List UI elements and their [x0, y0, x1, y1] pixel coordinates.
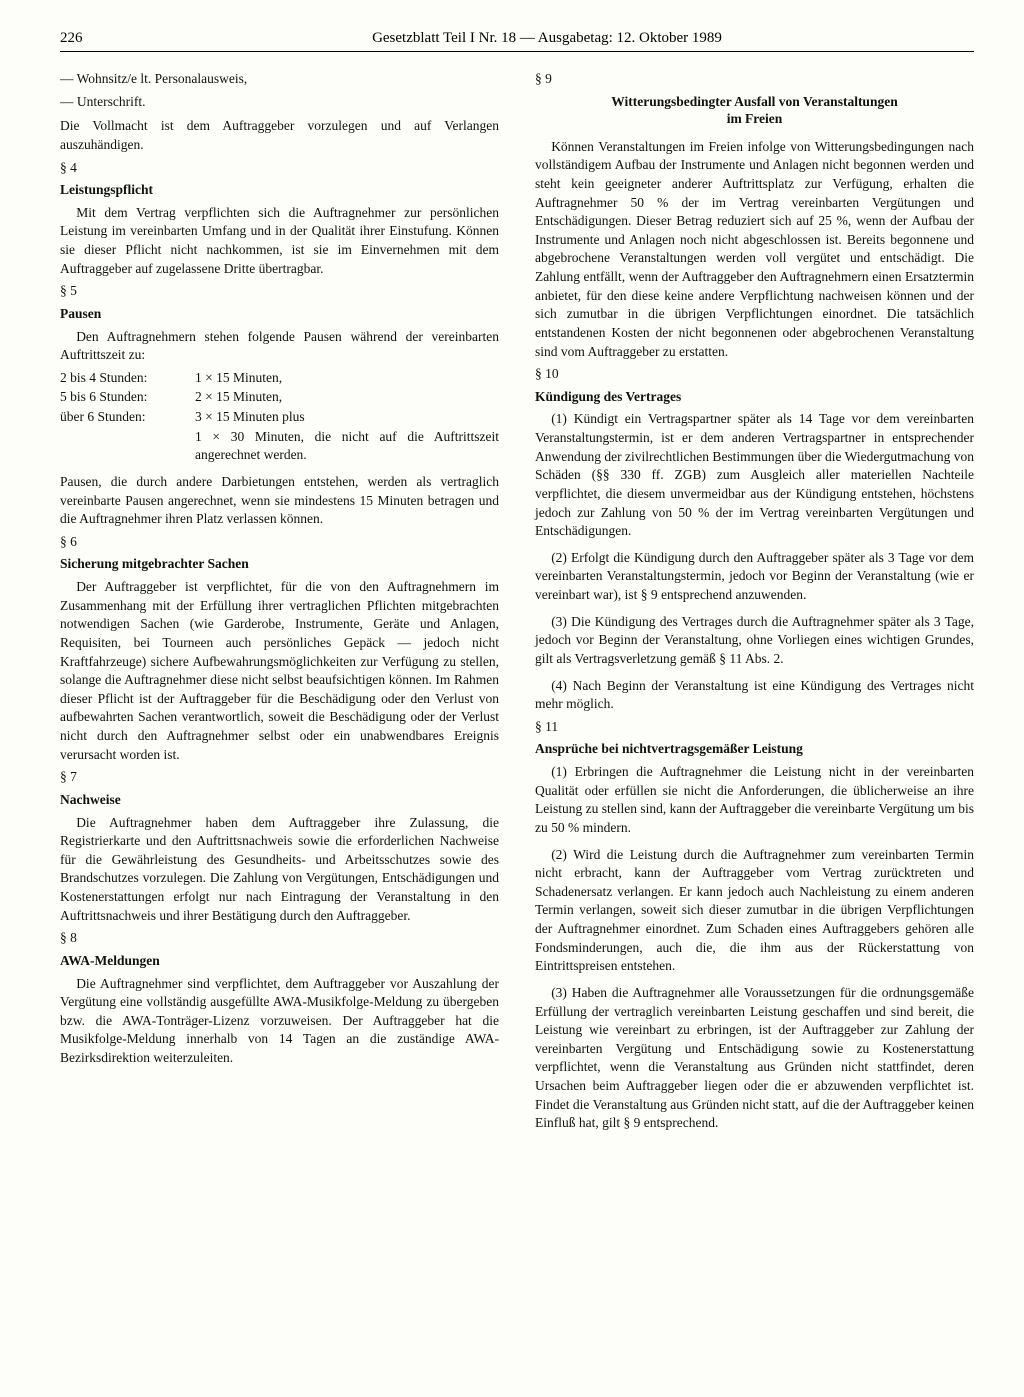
pause-duration: über 6 Stunden: [60, 408, 195, 427]
numbered-paragraph: (3) Haben die Auftragnehmer alle Vorauss… [535, 984, 974, 1133]
pause-duration: 5 bis 6 Stunden: [60, 388, 195, 407]
pause-duration: 2 bis 4 Stunden: [60, 369, 195, 388]
pause-value: 1 × 15 Minuten, [195, 369, 499, 388]
table-row: 5 bis 6 Stunden: 2 × 15 Minuten, [60, 388, 499, 407]
right-column: § 9 Witterungsbedingter Ausfall von Vera… [535, 70, 974, 1137]
section-body: Die Auftragnehmer haben dem Auftraggeber… [60, 814, 499, 926]
pause-table: 2 bis 4 Stunden: 1 × 15 Minuten, 5 bis 6… [60, 369, 499, 465]
text-columns: — Wohnsitz/e lt. Personalausweis, — Unte… [60, 70, 974, 1137]
section-intro: Den Auftragnehmern stehen folgende Pause… [60, 328, 499, 365]
intro-paragraph: Die Vollmacht ist dem Auftraggeber vorzu… [60, 117, 499, 154]
numbered-paragraph: (3) Die Kündigung des Vertrages durch di… [535, 613, 974, 669]
numbered-paragraph: (2) Erfolgt die Kündigung durch den Auft… [535, 549, 974, 605]
pause-value: 2 × 15 Minuten, [195, 388, 499, 407]
section-body: Können Veranstaltungen im Freien infolge… [535, 138, 974, 362]
section-title: Kündigung des Vertrages [535, 388, 974, 407]
section-title: Leistungspflicht [60, 181, 499, 200]
dash-item: — Unterschrift. [60, 93, 499, 112]
section-number: § 9 [535, 70, 974, 89]
section-number: § 8 [60, 929, 499, 948]
numbered-paragraph: (1) Erbringen die Auftragnehmer die Leis… [535, 763, 974, 838]
section-body: Mit dem Vertrag verpflichten sich die Au… [60, 204, 499, 279]
section-body: Pausen, die durch andere Darbietungen en… [60, 473, 499, 529]
section-number: § 4 [60, 159, 499, 178]
section-body: Der Auftraggeber ist verpflichtet, für d… [60, 578, 499, 764]
document-page: 226 Gesetzblatt Teil I Nr. 18 — Ausgabet… [0, 0, 1024, 1397]
section-title: AWA-Meldungen [60, 952, 499, 971]
title-line: im Freien [727, 111, 783, 126]
section-number: § 6 [60, 533, 499, 552]
left-column: — Wohnsitz/e lt. Personalausweis, — Unte… [60, 70, 499, 1137]
section-title: Nachweise [60, 791, 499, 810]
section-number: § 10 [535, 365, 974, 384]
section-number: § 5 [60, 282, 499, 301]
numbered-paragraph: (2) Wird die Leistung durch die Auftragn… [535, 846, 974, 976]
pause-extra: 1 × 30 Minuten, die nicht auf die Auftri… [195, 428, 499, 465]
section-number: § 11 [535, 718, 974, 737]
section-body: Die Auftragnehmer sind verpflichtet, dem… [60, 975, 499, 1068]
table-row: 2 bis 4 Stunden: 1 × 15 Minuten, [60, 369, 499, 388]
title-line: Witterungsbedingter Ausfall von Veransta… [611, 94, 897, 109]
numbered-paragraph: (4) Nach Beginn der Veranstaltung ist ei… [535, 677, 974, 714]
page-header: 226 Gesetzblatt Teil I Nr. 18 — Ausgabet… [60, 30, 974, 52]
numbered-paragraph: (1) Kündigt ein Vertragspartner später a… [535, 410, 974, 540]
section-title: Ansprüche bei nichtvertragsgemäßer Leist… [535, 740, 974, 759]
section-number: § 7 [60, 768, 499, 787]
page-number: 226 [60, 30, 120, 47]
section-title: Sicherung mitgebrachter Sachen [60, 555, 499, 574]
header-title: Gesetzblatt Teil I Nr. 18 — Ausgabetag: … [120, 30, 974, 47]
pause-value: 3 × 15 Minuten plus [195, 408, 499, 427]
section-title: Pausen [60, 305, 499, 324]
table-row: über 6 Stunden: 3 × 15 Minuten plus [60, 408, 499, 427]
dash-item: — Wohnsitz/e lt. Personalausweis, [60, 70, 499, 89]
section-title: Witterungsbedingter Ausfall von Veransta… [535, 93, 974, 128]
